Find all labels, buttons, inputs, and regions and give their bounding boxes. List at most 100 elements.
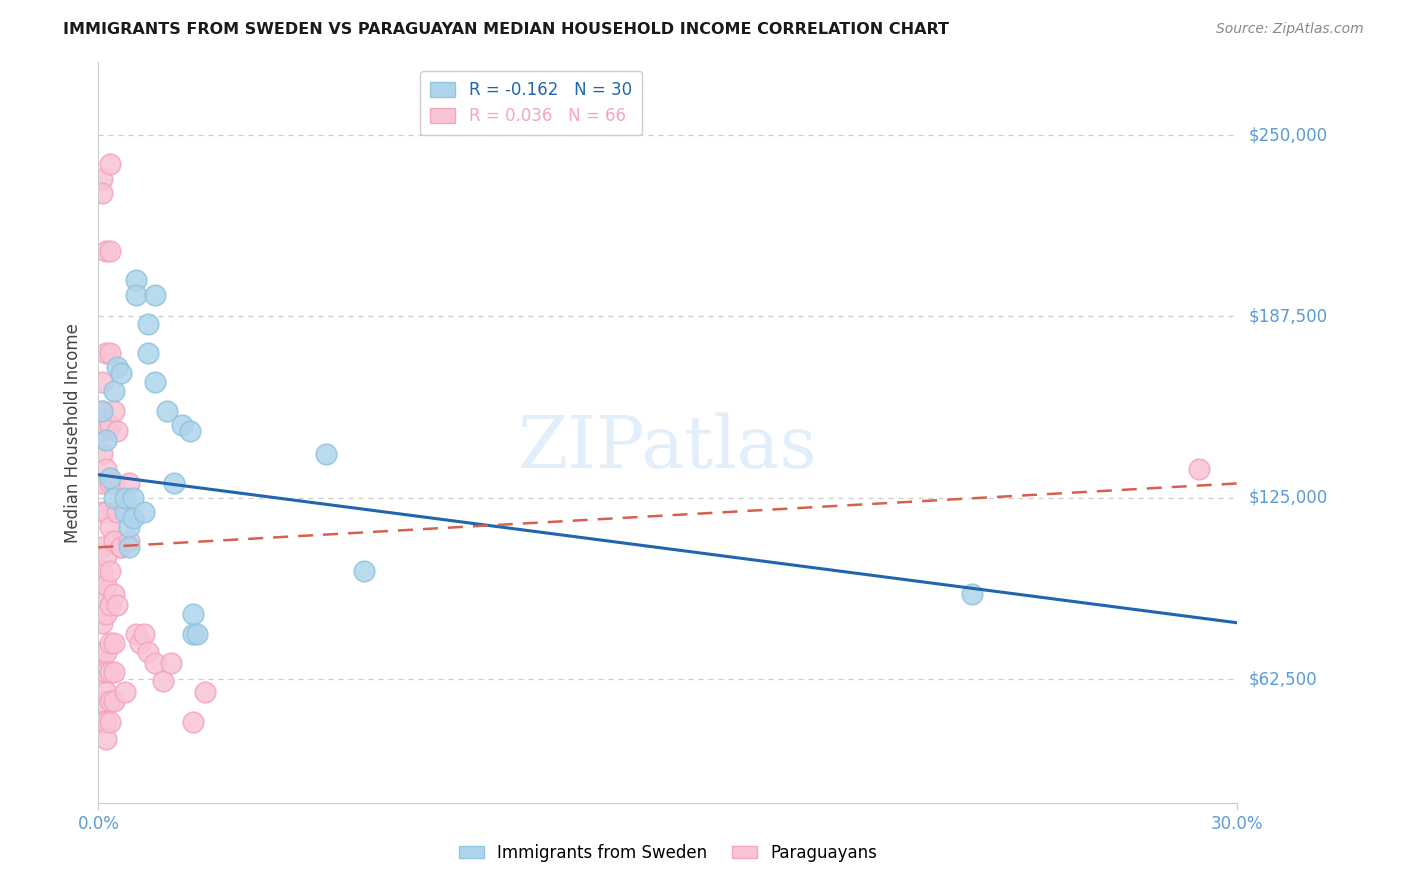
Point [91,615,114,630]
Point [103,384,125,398]
Point [110,541,132,555]
Point [103,491,125,505]
Point [136,345,159,359]
Point [107,599,129,613]
Point [118,520,141,534]
Point [132,627,155,641]
Point [136,317,159,331]
Point [103,694,125,708]
Point [103,665,125,680]
Point [98,476,121,491]
Point [91,541,114,555]
Point [129,636,152,650]
Point [94,714,117,729]
Point [91,186,114,200]
Text: ZIPatlas: ZIPatlas [517,412,818,483]
Point [94,607,117,621]
Point [94,578,117,592]
Point [107,506,129,520]
Point [103,404,125,418]
Point [186,627,208,641]
Point [315,447,337,461]
Point [118,476,141,491]
Point [118,534,141,549]
Point [98,564,121,578]
Point [98,244,121,259]
Point [91,404,114,418]
Point [94,731,117,746]
Text: $187,500: $187,500 [1249,308,1327,326]
Point [121,511,143,525]
Point [98,599,121,613]
Point [91,404,114,418]
Text: $125,000: $125,000 [1249,489,1327,507]
Point [91,447,114,461]
Point [960,587,983,601]
Point [94,462,117,476]
Point [98,714,121,729]
Point [91,476,114,491]
Text: IMMIGRANTS FROM SWEDEN VS PARAGUAYAN MEDIAN HOUSEHOLD INCOME CORRELATION CHART: IMMIGRANTS FROM SWEDEN VS PARAGUAYAN MED… [63,22,949,37]
Point [125,273,148,287]
Point [163,476,186,491]
Text: $250,000: $250,000 [1249,126,1327,144]
Point [94,506,117,520]
Point [98,520,121,534]
Point [145,287,167,301]
Point [94,244,117,259]
Y-axis label: Median Household Income: Median Household Income [65,323,83,542]
Point [98,665,121,680]
Point [91,587,114,601]
Point [91,694,114,708]
Point [1188,462,1211,476]
Point [98,418,121,433]
Point [91,714,114,729]
Text: $62,500: $62,500 [1249,671,1317,689]
Point [194,685,217,699]
Point [94,345,117,359]
Point [98,694,121,708]
Point [98,157,121,171]
Point [91,375,114,389]
Point [107,360,129,375]
Point [114,506,136,520]
Point [91,564,114,578]
Point [103,636,125,650]
Point [110,541,132,555]
Point [156,404,179,418]
Point [91,506,114,520]
Point [183,714,205,729]
Point [114,491,136,505]
Point [94,645,117,659]
Point [118,541,141,555]
Point [94,685,117,699]
Point [110,366,132,380]
Point [103,476,125,491]
Point [159,657,181,671]
Point [183,607,205,621]
Point [94,418,117,433]
Point [353,564,375,578]
Point [170,418,193,433]
Text: Source: ZipAtlas.com: Source: ZipAtlas.com [1216,22,1364,37]
Point [179,424,201,438]
Point [183,627,205,641]
Point [145,375,167,389]
Point [152,673,174,688]
Point [94,665,117,680]
Point [132,506,155,520]
Point [91,424,114,438]
Point [125,627,148,641]
Point [145,657,167,671]
Point [91,645,114,659]
Point [94,549,117,563]
Point [91,665,114,680]
Point [91,171,114,186]
Point [125,287,148,301]
Point [103,534,125,549]
Point [103,587,125,601]
Point [98,345,121,359]
Point [121,491,143,505]
Legend: Immigrants from Sweden, Paraguayans: Immigrants from Sweden, Paraguayans [451,838,884,869]
Point [94,433,117,447]
